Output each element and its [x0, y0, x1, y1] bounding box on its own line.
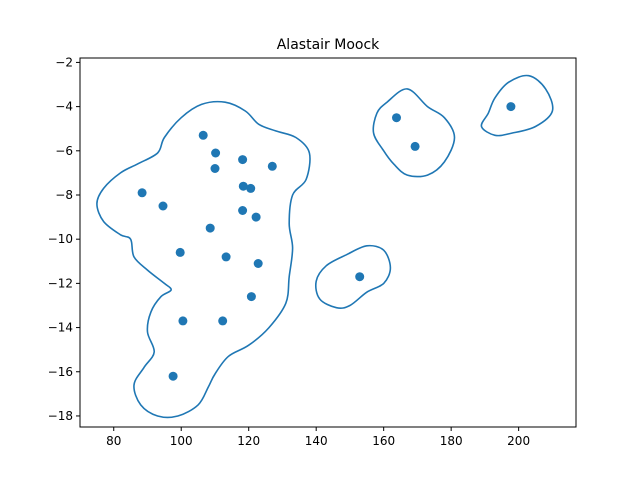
data-point [158, 201, 168, 211]
x-tick-label: 160 [372, 434, 395, 448]
data-point [246, 183, 256, 193]
y-tick-label: −16 [48, 365, 73, 379]
data-point [267, 161, 277, 171]
y-tick-label: −12 [48, 276, 73, 290]
contour-line [480, 74, 554, 137]
chart-title: Alastair Moock [277, 37, 380, 53]
plot-frame [79, 57, 577, 428]
contour-line [96, 100, 311, 419]
x-tick-label: 100 [170, 434, 193, 448]
data-point [392, 113, 401, 123]
x-tick-label: 180 [440, 434, 463, 448]
data-point [238, 206, 248, 215]
points-layer [137, 102, 516, 381]
x-tick-label: 120 [237, 434, 260, 448]
x-axis: 80 100 120 140 160 180 200 [106, 427, 530, 448]
y-tick-label: −8 [55, 188, 73, 202]
data-point [178, 316, 188, 326]
y-tick-label: −10 [48, 232, 73, 246]
x-tick-label: 200 [507, 434, 530, 448]
data-point [168, 371, 178, 381]
data-point [198, 130, 208, 140]
data-point [506, 102, 516, 112]
data-point [218, 316, 228, 326]
y-tick-label: −18 [48, 409, 73, 423]
contour-layer [96, 74, 554, 419]
data-point [238, 155, 248, 165]
data-point [205, 223, 215, 233]
data-point [253, 259, 263, 268]
data-point [211, 148, 221, 158]
data-point [238, 181, 248, 191]
contour-line [372, 88, 456, 178]
data-point [355, 272, 365, 282]
x-tick-label: 140 [305, 434, 328, 448]
data-point [175, 247, 185, 257]
data-point [210, 164, 220, 173]
y-tick-label: −14 [48, 321, 73, 335]
contour-line [314, 244, 392, 309]
y-axis: −18 −16 −14 −12 −10 −8 −6 −4 −2 [48, 55, 80, 423]
y-tick-label: −4 [55, 100, 73, 114]
data-point [410, 141, 420, 151]
data-point [246, 292, 256, 302]
data-point [221, 252, 231, 262]
data-point [137, 188, 147, 198]
y-tick-label: −6 [55, 144, 73, 158]
data-point [251, 212, 261, 222]
x-tick-label: 80 [106, 434, 121, 448]
y-tick-label: −2 [55, 55, 73, 69]
